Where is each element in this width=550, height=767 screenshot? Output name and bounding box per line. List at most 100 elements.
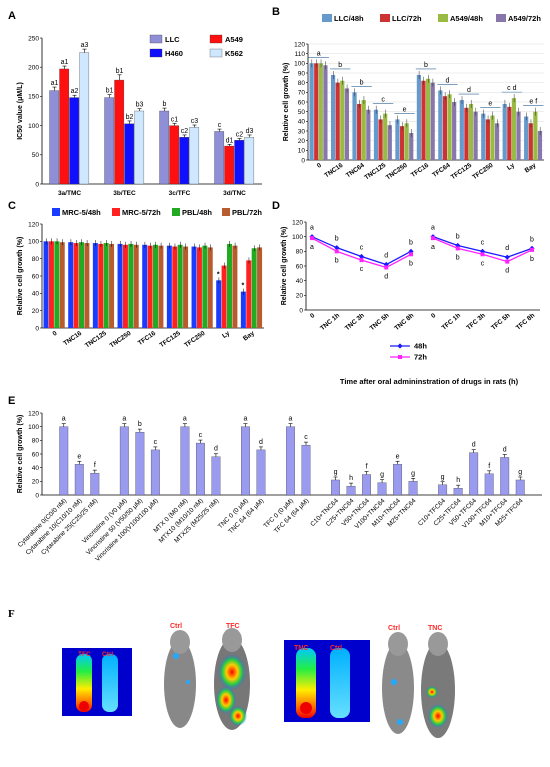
e-sig-label: c	[154, 439, 158, 446]
c-bar	[117, 243, 123, 328]
a-xtick-label: 3a/TMC	[58, 190, 81, 197]
c-bar	[257, 247, 263, 328]
e-bar	[346, 485, 356, 496]
e-xtick-label: Vincristine 100(V100/100 μM)	[94, 497, 160, 563]
a-legend-label: H460	[165, 49, 183, 58]
b-legend-label: LLC/72h	[392, 14, 422, 23]
d-point	[358, 253, 365, 260]
c-bar	[142, 244, 148, 328]
e-sig-label: a	[122, 416, 126, 423]
chart-a-ic50: 0 50 100 150 200 250 IC50 value (μM/L) a1 a1 a2 a3…	[17, 34, 262, 197]
c-legend-swatch	[222, 208, 230, 216]
e-bar	[377, 482, 387, 496]
b-xtick-label: TNC16	[323, 162, 344, 180]
e-sig-label: d	[214, 446, 218, 453]
e-bar	[301, 444, 311, 496]
e-sig-label: h	[456, 477, 460, 484]
e-bar	[453, 488, 463, 496]
b-bar	[524, 116, 529, 160]
b-ytick-label: 70	[298, 90, 306, 97]
b-xtick-label: Bay	[524, 162, 538, 175]
panel-label-b: B	[272, 6, 280, 18]
b-bar	[426, 78, 431, 160]
d-xtick-label: TFC 1h	[441, 312, 462, 332]
a-legend-swatch	[149, 34, 163, 44]
e-bar	[150, 449, 160, 496]
d-sig-label: b	[456, 233, 460, 240]
d-xtick-label: TNC 5h	[369, 312, 391, 332]
b-legend-label: A549/48h	[450, 14, 483, 23]
b-legend-label: A549/72h	[508, 14, 541, 23]
a-ytick-label: 50	[32, 152, 40, 159]
c-legend-swatch	[52, 208, 60, 216]
c-legend-label: MRC-5/48h	[62, 208, 101, 217]
b-sig-label: c	[381, 97, 385, 104]
e-bar	[515, 479, 525, 496]
d-legend-marker	[398, 355, 402, 359]
c-bar	[48, 241, 54, 328]
c-bar	[227, 243, 232, 328]
d-sig-label: d	[505, 268, 509, 275]
e-bar	[195, 442, 205, 496]
c-bar	[177, 244, 183, 328]
e-bar	[241, 426, 250, 496]
c-bar	[251, 248, 257, 328]
e-ylabel: Relative cell growth (%)	[17, 415, 24, 494]
b-bar	[383, 113, 388, 160]
d-xtick-label: TFC 8h	[515, 312, 536, 332]
d-point	[504, 254, 510, 260]
a-bar	[79, 52, 90, 185]
d-sig-label: b	[409, 260, 413, 267]
b-ytick-label: 110	[295, 51, 306, 58]
b-bar	[464, 107, 469, 160]
d-point	[479, 248, 486, 254]
c-xtick-label: TFC16	[137, 330, 158, 347]
d-point	[408, 248, 414, 254]
c-sig-label: *	[217, 271, 220, 278]
panel-f-svg: TFC Ctrl Ctrl TFC TNC Ctrl	[62, 622, 455, 762]
b-bar	[352, 92, 357, 160]
b-bar	[452, 102, 457, 160]
c-bar	[147, 245, 153, 328]
c-bar	[98, 243, 104, 328]
a-sig-label: a1	[51, 80, 59, 87]
e-sig-label: a	[183, 416, 187, 423]
d-ytick-label: 100	[292, 234, 303, 241]
e-sig-label: h	[349, 475, 353, 482]
c-ytick-label: 120	[28, 221, 39, 228]
b-bar	[421, 80, 426, 160]
e-bar	[393, 464, 403, 496]
b-xtick-label: TNC250	[385, 162, 409, 182]
a-sig-label: d1	[226, 137, 234, 144]
a-sig-label: b3	[136, 102, 144, 109]
c-bar	[207, 247, 213, 328]
tube-label-left-2: Ctrl	[102, 651, 113, 658]
a-sig-label: d3	[246, 128, 254, 135]
a-ytick-label: 200	[28, 65, 39, 72]
mouse-label-right-2: TNC	[428, 625, 442, 632]
e-bar	[438, 484, 448, 496]
d-sig-label: a	[431, 225, 435, 232]
e-sig-label: d	[503, 446, 507, 453]
c-ytick-label: 40	[32, 291, 40, 298]
c-bar	[73, 243, 79, 328]
e-bar	[331, 479, 340, 496]
d-ytick-label: 80	[296, 249, 304, 256]
c-legend-label: MRC-5/72h	[122, 208, 161, 217]
e-ytick-label: 40	[32, 465, 40, 472]
mice-left	[140, 622, 268, 762]
b-sig-label: e f	[529, 99, 537, 106]
a-bar	[69, 97, 80, 185]
e-bar	[90, 472, 100, 496]
c-ytick-label: 0	[35, 325, 39, 332]
a-sig-label: b1	[106, 88, 114, 95]
b-bar	[357, 103, 362, 160]
e-ytick-label: 100	[28, 424, 39, 431]
tube-label-right-2: Ctrl	[330, 645, 342, 652]
b-bar	[507, 106, 512, 160]
d-point	[334, 245, 340, 251]
c-xtick-label: Bay	[242, 330, 256, 343]
panel-label-c: C	[8, 200, 16, 212]
panel-label-e: E	[8, 395, 16, 407]
b-xtick-label: TFC64	[431, 162, 452, 179]
